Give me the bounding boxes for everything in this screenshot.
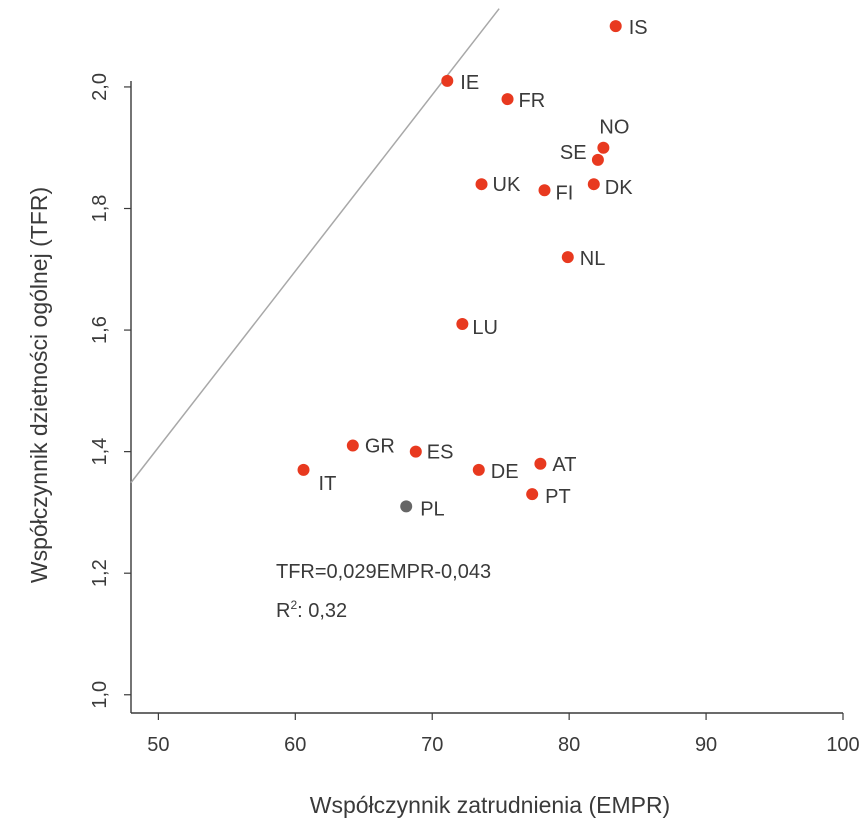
point-label-it: IT (319, 473, 337, 495)
point-label-lu: LU (472, 317, 498, 339)
r-squared-annotation: R2: 0,32 (276, 598, 347, 622)
x-tick-label: 100 (826, 734, 859, 756)
y-tick-label: 1,8 (89, 195, 111, 223)
point-label-se: SE (560, 142, 587, 164)
y-axis-title: Współczynnik dzietności ogólnej (TFR) (26, 187, 52, 583)
regression-equation: TFR=0,029EMPR-0,043 (276, 561, 491, 583)
point-label-at: AT (552, 454, 576, 476)
data-point-pl (400, 500, 413, 513)
point-label-pt: PT (545, 486, 571, 508)
y-tick-label: 1,2 (89, 559, 111, 587)
data-point-pt (526, 488, 539, 501)
x-tick-label: 70 (421, 734, 443, 756)
data-point-lu (456, 317, 469, 330)
y-tick-label: 1,0 (89, 681, 111, 709)
r-squared-prefix: R (276, 600, 290, 622)
y-tick-label: 1,6 (89, 316, 111, 344)
r-squared-value: : 0,32 (297, 600, 347, 622)
data-point-uk (475, 178, 488, 191)
point-label-dk: DK (605, 177, 633, 199)
data-point-it (297, 463, 310, 476)
y-tick-label: 1,4 (89, 438, 111, 466)
point-label-es: ES (427, 442, 454, 464)
axes (130, 80, 843, 714)
point-labels: IS IE FR NO SE UK FI DK NL LU GR ES DE AT IT PT PL (319, 17, 648, 520)
point-label-nl: NL (580, 248, 606, 270)
data-point-fr (501, 93, 514, 106)
point-label-fi: FI (556, 182, 574, 204)
y-tick-label: 2,0 (89, 73, 111, 101)
x-tick-label: 80 (558, 734, 580, 756)
data-point-se (591, 153, 604, 166)
x-tick-label: 90 (695, 734, 717, 756)
data-point-nl (561, 251, 574, 264)
data-point-de (472, 463, 485, 476)
point-label-de: DE (491, 461, 519, 483)
data-point-no (597, 141, 610, 154)
x-axis-ticks: 50 60 70 80 90 100 (147, 713, 860, 756)
data-point-at (534, 457, 547, 470)
x-axis-title: Współczynnik zatrudnienia (EMPR) (310, 792, 670, 818)
point-label-fr: FR (519, 90, 546, 112)
data-point-fi (538, 184, 551, 197)
data-point-ie (441, 74, 454, 87)
point-label-pl: PL (420, 498, 444, 520)
data-point-gr (346, 439, 359, 452)
data-point-es (409, 445, 422, 458)
point-label-no: NO (599, 117, 629, 139)
data-points (297, 20, 622, 513)
data-point-dk (587, 178, 600, 191)
data-point-is (609, 20, 622, 33)
y-axis-ticks: 1,0 1,2 1,4 1,6 1,8 2,0 (89, 73, 131, 709)
point-label-gr: GR (365, 436, 395, 458)
point-label-is: IS (629, 17, 648, 39)
r-squared-superscript: 2 (290, 598, 297, 612)
point-label-ie: IE (460, 72, 479, 94)
point-label-uk: UK (493, 174, 521, 196)
x-tick-label: 50 (147, 734, 169, 756)
x-tick-label: 60 (284, 734, 306, 756)
regression-line (130, 8, 500, 484)
